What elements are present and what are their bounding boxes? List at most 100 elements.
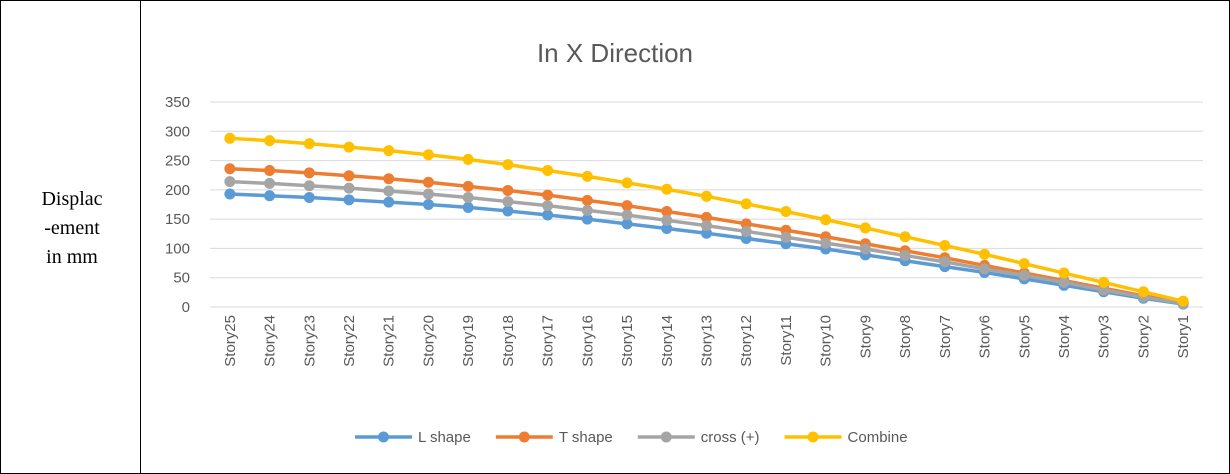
legend-label: L shape	[418, 429, 471, 446]
point	[621, 218, 633, 230]
point	[859, 243, 871, 255]
point	[224, 188, 236, 200]
y-tick-label: 50	[173, 270, 190, 287]
point	[661, 223, 673, 235]
point	[1018, 269, 1030, 281]
point	[224, 176, 236, 188]
y-tick-label: 350	[165, 94, 190, 111]
point	[462, 180, 474, 192]
x-tick-label: Story25	[222, 315, 239, 367]
point	[422, 149, 434, 161]
x-tick-label: Story5	[1016, 315, 1033, 358]
point	[422, 176, 434, 188]
point	[859, 222, 871, 234]
point	[303, 138, 315, 150]
x-tick-label: Story1	[1175, 315, 1192, 358]
point	[542, 165, 554, 177]
point	[740, 218, 752, 230]
point	[343, 141, 355, 153]
x-tick-label: Story8	[897, 315, 914, 358]
point	[661, 214, 673, 226]
point	[542, 200, 554, 212]
legend-marker	[807, 431, 819, 443]
point	[1098, 284, 1110, 296]
x-tick-label: Story22	[341, 315, 358, 367]
point	[462, 201, 474, 213]
y-tick-label: 0	[182, 299, 190, 316]
point	[701, 227, 712, 239]
x-tick-label: Story23	[301, 315, 318, 367]
legend-label: cross (+)	[701, 429, 760, 446]
point	[1018, 258, 1030, 270]
point	[502, 205, 514, 217]
point	[383, 173, 395, 185]
point	[701, 190, 712, 202]
point	[502, 159, 514, 171]
point	[621, 209, 633, 221]
point	[820, 237, 832, 249]
point	[343, 170, 355, 182]
point	[1177, 295, 1189, 307]
point	[661, 183, 673, 195]
point	[979, 248, 991, 260]
x-tick-label: Story14	[659, 315, 676, 367]
point	[701, 211, 712, 223]
point	[264, 177, 276, 189]
x-tick-label: Story17	[540, 315, 557, 367]
point	[621, 200, 633, 212]
x-tick-label: Story12	[738, 315, 755, 367]
y-axis-label: Displac	[41, 188, 102, 210]
point	[1058, 276, 1070, 288]
point	[462, 191, 474, 203]
point	[422, 188, 434, 200]
y-tick-label: 100	[165, 240, 190, 257]
point	[383, 185, 395, 197]
y-axis-label: in mm	[46, 246, 98, 268]
point	[1058, 267, 1070, 279]
point	[899, 231, 911, 243]
point	[224, 163, 236, 175]
point	[422, 199, 434, 210]
point	[979, 263, 991, 275]
point	[542, 209, 554, 221]
point	[740, 198, 752, 210]
y-tick-label: 150	[165, 211, 190, 228]
x-tick-label: Story3	[1096, 315, 1113, 358]
chart-title: In X Direction	[537, 38, 693, 68]
point	[661, 206, 673, 218]
point	[542, 189, 554, 201]
y-tick-label: 250	[165, 153, 190, 170]
point	[343, 182, 355, 194]
legend-label: T shape	[559, 429, 613, 446]
point	[224, 132, 236, 144]
y-tick-label: 200	[165, 182, 190, 199]
point	[899, 249, 911, 261]
point	[303, 180, 315, 192]
point	[264, 190, 276, 202]
point	[1137, 286, 1149, 298]
point	[1098, 276, 1110, 288]
legend-marker	[378, 431, 389, 443]
x-tick-label: Story9	[857, 315, 874, 358]
point	[264, 135, 276, 147]
x-tick-label: Story21	[381, 315, 398, 367]
y-tick-label: 300	[165, 123, 190, 140]
x-tick-label: Story7	[937, 315, 954, 358]
point	[303, 167, 315, 179]
x-tick-label: Story19	[460, 315, 477, 367]
x-tick-label: Story20	[420, 315, 437, 367]
legend-label: Combine	[848, 429, 908, 446]
point	[581, 170, 593, 182]
point	[502, 184, 514, 196]
point	[581, 204, 593, 216]
x-tick-label: Story24	[262, 315, 279, 367]
point	[383, 196, 395, 208]
point	[701, 220, 712, 232]
point	[740, 225, 752, 237]
point	[621, 177, 633, 189]
x-tick-label: Story18	[500, 315, 517, 367]
point	[939, 256, 951, 268]
